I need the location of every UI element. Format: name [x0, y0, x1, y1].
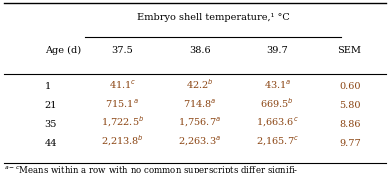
Text: 42.2$^b$: 42.2$^b$ [186, 77, 213, 91]
Text: 43.1$^a$: 43.1$^a$ [264, 78, 291, 91]
Text: 5.80: 5.80 [340, 101, 361, 110]
Text: 37.5: 37.5 [111, 46, 133, 55]
Text: 8.86: 8.86 [340, 120, 361, 129]
Text: $^{a-c}$Means within a row with no common superscripts differ signifi-
cantly ($: $^{a-c}$Means within a row with no commo… [4, 164, 298, 173]
Text: 41.1$^c$: 41.1$^c$ [109, 78, 136, 91]
Text: 9.77: 9.77 [339, 139, 361, 148]
Text: 1: 1 [45, 82, 51, 91]
Text: 38.6: 38.6 [189, 46, 211, 55]
Text: 2,263.3$^a$: 2,263.3$^a$ [178, 135, 221, 148]
Text: 1,756.7$^a$: 1,756.7$^a$ [178, 116, 221, 129]
Text: 1,722.5$^b$: 1,722.5$^b$ [100, 114, 144, 129]
Text: 0.60: 0.60 [340, 82, 361, 91]
Text: 35: 35 [45, 120, 57, 129]
Text: SEM: SEM [337, 46, 361, 55]
Text: 39.7: 39.7 [267, 46, 288, 55]
Text: 44: 44 [45, 139, 57, 148]
Text: 21: 21 [45, 101, 57, 110]
Text: 715.1$^a$: 715.1$^a$ [106, 97, 139, 110]
Text: Embryo shell temperature,¹ °C: Embryo shell temperature,¹ °C [137, 13, 290, 22]
Text: 2,165.7$^c$: 2,165.7$^c$ [256, 135, 299, 148]
Text: 2,213.8$^b$: 2,213.8$^b$ [101, 133, 144, 148]
Text: Age (d): Age (d) [45, 46, 81, 55]
Text: 1,663.6$^c$: 1,663.6$^c$ [256, 116, 299, 129]
Text: 669.5$^b$: 669.5$^b$ [260, 96, 294, 110]
Text: 714.8$^a$: 714.8$^a$ [183, 97, 217, 110]
